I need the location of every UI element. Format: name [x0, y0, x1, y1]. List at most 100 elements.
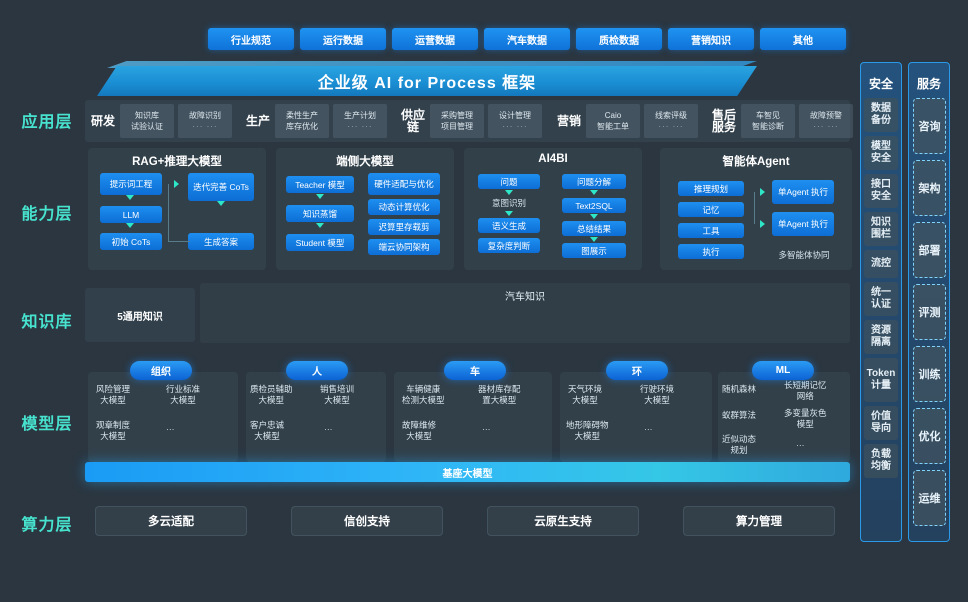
capability-item[interactable]: 问题	[478, 174, 540, 189]
model-item: 随机森林	[722, 384, 757, 394]
service-column-title: 服务	[916, 77, 941, 91]
flow-arrow-right-icon	[760, 220, 765, 228]
model-item: 器材库存配 置大模型	[478, 384, 521, 405]
flow-arrow-down-icon	[590, 190, 598, 195]
model-group-tab-4[interactable]: ML	[752, 361, 814, 380]
capability-item[interactable]: 生成答案	[188, 233, 254, 250]
flow-arrow-down-icon	[316, 194, 324, 199]
application-group-0: 研发 知识库 试验认证 故障识别 ··· ···	[90, 100, 236, 142]
capability-item[interactable]: 迭代完善 CoTs	[188, 173, 254, 201]
capability-item[interactable]: 硬件适配与优化	[368, 173, 440, 195]
model-item: 质检员辅助 大模型	[250, 384, 293, 405]
application-cell: 采购管理 项目管理	[430, 104, 484, 138]
application-cell-line2: 智能诊断	[752, 122, 784, 131]
capability-note: 意图识别	[491, 197, 526, 208]
capability-item[interactable]: Student 模型	[286, 234, 354, 251]
service-item-3[interactable]: 评测	[913, 284, 946, 340]
application-cell-line1: Caio	[604, 111, 622, 120]
model-item: 故障维修 大模型	[402, 420, 437, 441]
capability-item[interactable]: 动态计算优化	[368, 199, 440, 215]
capability-box-title: 端侧大模型	[336, 156, 394, 168]
compute-button-2[interactable]: 云原生支持	[487, 506, 639, 536]
security-item-8[interactable]: 价值 导向	[864, 406, 898, 440]
capability-item[interactable]: LLM	[100, 206, 162, 223]
capability-item[interactable]: 复杂度判断	[478, 238, 540, 253]
capability-item[interactable]: 语义生成	[478, 218, 540, 233]
security-item-1[interactable]: 模型 安全	[864, 136, 898, 170]
flow-line	[754, 192, 755, 224]
security-item-0[interactable]: 数据 备份	[864, 98, 898, 132]
capability-item[interactable]: Text2SQL	[562, 198, 626, 213]
capability-item[interactable]: 初始 CoTs	[100, 233, 162, 250]
banner-top-accent	[107, 61, 757, 68]
model-item: ···	[796, 440, 805, 450]
flow-arrow-down-icon	[217, 201, 225, 206]
capability-item[interactable]: 执行	[678, 244, 744, 259]
layer-label-0: 应用层	[21, 114, 73, 131]
model-group-tab-3[interactable]: 环	[606, 361, 668, 380]
compute-button-1[interactable]: 信创支持	[291, 506, 443, 536]
capability-item[interactable]: 问题分解	[562, 174, 626, 189]
capability-item[interactable]: 推理规划	[678, 181, 744, 196]
capability-item[interactable]: 记忆	[678, 202, 744, 217]
capability-item[interactable]: 工具	[678, 223, 744, 238]
application-group-2: 供应链采购管理 项目管理 设计管理 ··· ···	[400, 100, 546, 142]
application-cell-line2: ··· ···	[192, 122, 218, 131]
layer-label-1: 能力层	[21, 206, 73, 223]
knowledge-pill-4[interactable]: 质检数据	[576, 28, 662, 50]
capability-item[interactable]: 单Agent 执行	[772, 212, 834, 236]
service-item-4[interactable]: 训练	[913, 346, 946, 402]
capability-item[interactable]: 提示词工程	[100, 173, 162, 195]
service-item-5[interactable]: 优化	[913, 408, 946, 464]
knowledge-pill-0[interactable]: 行业规范	[208, 28, 294, 50]
application-cell: Caio 智能工单	[586, 104, 640, 138]
compute-button-3[interactable]: 算力管理	[683, 506, 835, 536]
application-cell: 知识库 试验认证	[120, 104, 174, 138]
capability-item[interactable]: 单Agent 执行	[772, 180, 834, 204]
security-item-6[interactable]: 资源 隔离	[864, 320, 898, 354]
capability-item[interactable]: Teacher 模型	[286, 176, 354, 193]
capability-item[interactable]: 总结结果	[562, 221, 626, 236]
framework-banner: 企业级 AI for Process 框架	[97, 66, 757, 96]
flow-arrow-down-icon	[505, 211, 513, 216]
model-group-2: 车辆健康 检测大模型 器材库存配 置大模型 故障维修 大模型 ···	[394, 372, 552, 462]
capability-box-2: AI4BI 问题 语义生成 复杂度判断 问题分解 Text2SQL 总结结果 图展示 意图识别	[464, 148, 642, 270]
service-item-6[interactable]: 运维	[913, 470, 946, 526]
model-item: 天气环境 大模型	[568, 384, 603, 405]
flow-arrow-down-icon	[590, 237, 598, 242]
model-item: 行业标准 大模型	[166, 384, 201, 405]
flow-line	[168, 241, 190, 242]
model-group-tab-1[interactable]: 人	[286, 361, 348, 380]
security-item-7[interactable]: Token 计量	[864, 358, 898, 402]
security-item-4[interactable]: 流控	[864, 250, 898, 278]
security-item-3[interactable]: 知识 围栏	[864, 212, 898, 246]
knowledge-pill-3[interactable]: 汽车数据	[484, 28, 570, 50]
model-item: 风险管理 大模型	[96, 384, 131, 405]
model-group-tab-2[interactable]: 车	[444, 361, 506, 380]
security-item-2[interactable]: 接口 安全	[864, 174, 898, 208]
security-item-5[interactable]: 统一 认证	[864, 282, 898, 316]
capability-item[interactable]: 知识蒸馏	[286, 205, 354, 222]
model-item: ···	[482, 424, 491, 434]
service-item-1[interactable]: 架构	[913, 160, 946, 216]
application-group-1: 生产 柔性生产 库存优化 生产计划 ··· ···	[245, 100, 391, 142]
model-group-tab-0[interactable]: 组织	[130, 361, 192, 380]
model-item: 长短期记忆 网络	[784, 380, 827, 401]
application-group-3: 营销 Caio 智能工单 线索评级 ··· ···	[556, 100, 702, 142]
knowledge-pill-6[interactable]: 其他	[760, 28, 846, 50]
application-group-label: 售后 服务	[711, 108, 736, 134]
capability-item[interactable]: 端云协同架构	[368, 239, 440, 255]
application-cell-line2: ··· ···	[658, 122, 684, 131]
knowledge-pill-2[interactable]: 运营数据	[392, 28, 478, 50]
compute-button-0[interactable]: 多云适配	[95, 506, 247, 536]
service-item-2[interactable]: 部署	[913, 222, 946, 278]
model-group-0: 风险管理 大模型 行业标准 大模型 观章制度 大模型 ···	[88, 372, 238, 462]
knowledge-pill-1[interactable]: 运行数据	[300, 28, 386, 50]
capability-item[interactable]: 迟算里存载剪	[368, 219, 440, 235]
knowledge-pill-5[interactable]: 营销知识	[668, 28, 754, 50]
security-item-9[interactable]: 负载 均衡	[864, 444, 898, 478]
service-item-0[interactable]: 咨询	[913, 98, 946, 154]
security-column-title: 安全	[868, 77, 893, 91]
capability-item[interactable]: 图展示	[562, 243, 626, 258]
base-model-bar: 基座大模型	[85, 462, 850, 482]
